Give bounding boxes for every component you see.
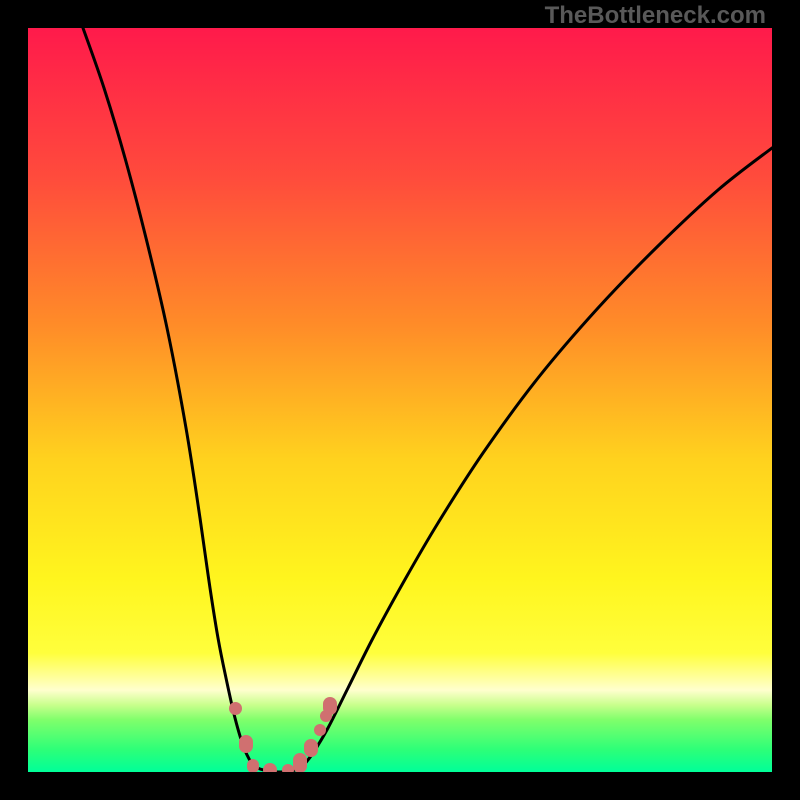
curve-marker: [229, 702, 242, 715]
watermark-text: TheBottleneck.com: [545, 2, 766, 30]
frame-border-bottom: [0, 772, 800, 800]
curve-marker: [247, 759, 259, 772]
right-curve: [303, 148, 772, 766]
curve-marker: [239, 735, 253, 753]
curve-marker: [293, 753, 307, 772]
curve-marker: [304, 739, 318, 757]
curve-marker: [263, 763, 277, 772]
frame-border-right: [772, 0, 800, 800]
chart-frame: TheBottleneck.com: [0, 0, 800, 800]
curve-marker: [314, 724, 326, 736]
frame-border-left: [0, 0, 28, 800]
left-curve: [83, 28, 253, 766]
curve-layer: [28, 28, 772, 772]
plot-area: [28, 28, 772, 772]
curve-marker: [323, 697, 337, 715]
